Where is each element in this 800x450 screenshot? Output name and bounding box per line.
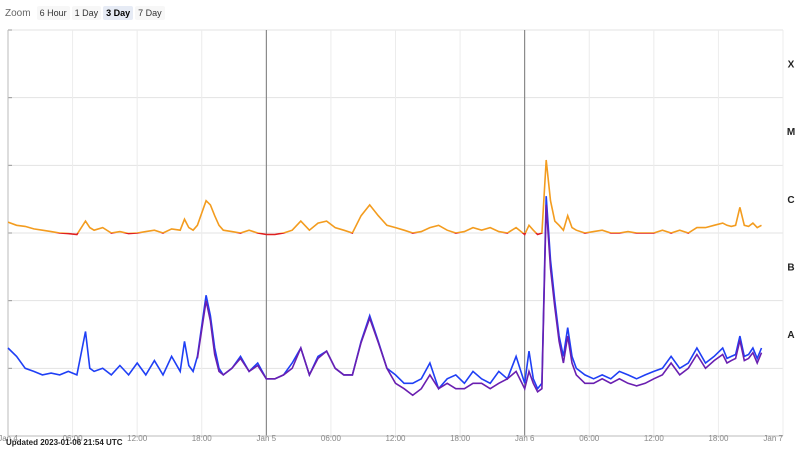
x-tick-label: 12:00: [644, 434, 665, 443]
zoom-7-day-button[interactable]: 7 Day: [135, 6, 165, 20]
x-tick-label: 18:00: [708, 434, 729, 443]
zoom-bar: Zoom 6 Hour 1 Day 3 Day 7 Day: [5, 4, 165, 22]
x-tick-label: 06:00: [63, 434, 84, 443]
x-tick-labels: Jan 4 06:00 12:00 18:00 Jan 5 06:00 12:00 18:00…: [0, 434, 784, 443]
zoom-label: Zoom: [5, 7, 31, 19]
flare-class-label: M: [787, 127, 795, 138]
x-tick-label: Jan 6: [515, 434, 535, 443]
x-tick-label: 06:00: [579, 434, 600, 443]
x-tick-label: 18:00: [192, 434, 213, 443]
flare-class-label: B: [787, 262, 794, 273]
x-tick-label: Jan 4: [0, 434, 18, 443]
flare-class-label: A: [787, 330, 794, 341]
x-tick-label: 06:00: [321, 434, 342, 443]
chart-axes: [7, 30, 783, 437]
zoom-3-day-button[interactable]: 3 Day: [103, 6, 134, 20]
series-long-above-c: [8, 159, 762, 233]
series-short-purple: [196, 204, 763, 397]
x-tick-label: Jan 7: [763, 434, 783, 443]
flare-class-labels: X M C B A: [787, 59, 795, 341]
zoom-6-hour-button[interactable]: 6 Hour: [36, 6, 70, 20]
x-tick-label: 18:00: [450, 434, 471, 443]
updated-timestamp: Updated 2023-01-06 21:54 UTC: [6, 438, 123, 447]
x-tick-label: 12:00: [385, 434, 406, 443]
zoom-1-day-button[interactable]: 1 Day: [71, 6, 102, 20]
flare-class-label: C: [787, 195, 794, 206]
x-tick-label: Jan 5: [257, 434, 277, 443]
x-tick-label: 12:00: [127, 434, 148, 443]
flare-class-label: X: [788, 59, 795, 70]
chart-series: [7, 159, 763, 397]
series-short-blue: [7, 196, 763, 391]
